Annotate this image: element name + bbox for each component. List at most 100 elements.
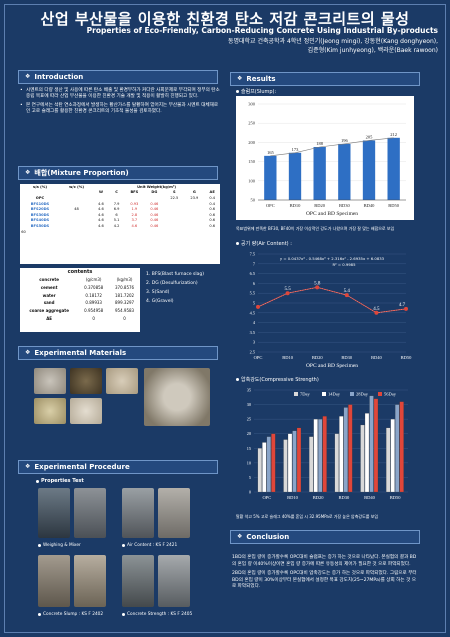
y-tick-label: 5.5 xyxy=(250,291,255,296)
legend-swatch xyxy=(378,392,382,396)
mix-cell: 0.46 xyxy=(150,218,159,223)
mix-cell: 1.9 xyxy=(131,207,138,212)
mix-cell: 0.6 xyxy=(209,212,216,217)
contents-title: contents xyxy=(67,268,93,275)
comp-bar xyxy=(373,398,379,493)
data-label: 205 xyxy=(366,134,374,139)
diamond-icon: ❖ xyxy=(25,349,31,356)
properties-test-label: Properties Test xyxy=(36,478,84,484)
procedure-heading-text: Experimental Procedure xyxy=(34,463,130,471)
bullet-icon xyxy=(122,613,125,616)
x-tick-label: BD50 xyxy=(388,203,400,208)
bullet-icon xyxy=(38,613,41,616)
mix-cell: 0.6 xyxy=(209,207,216,212)
y-tick-label: 30 xyxy=(247,402,251,407)
x-tick-label: BD40 xyxy=(364,203,376,208)
results-heading-text: Results xyxy=(246,75,276,83)
diamond-icon: ❖ xyxy=(25,169,31,176)
mix-wc-cell: 48 xyxy=(74,207,79,212)
y-tick-label: 7.5 xyxy=(250,252,255,257)
conclusion-paragraph-1: 1BD의 혼입 량이 증가할수록 OPC대비 슬럼프는 증가 하는 것으로 나타… xyxy=(232,555,417,567)
contents-row: coarse aggregate 0.954958 954.9583 xyxy=(20,307,140,315)
legend-swatch xyxy=(350,392,354,396)
procedure-photo-weighing xyxy=(38,488,70,538)
slump-bar xyxy=(362,140,376,200)
y-tick-label: 6.5 xyxy=(250,271,255,276)
mix-table-row: BFS30DS 4.6 6 2.8 0.46 0.6 xyxy=(20,212,220,218)
trend-line xyxy=(270,137,394,157)
slump-bar xyxy=(387,137,400,200)
data-label: 4.5 xyxy=(373,307,380,312)
comp-bar xyxy=(334,433,339,493)
mix-heading-text: 배합(Mixture Proportion) xyxy=(34,169,129,177)
slump-bar xyxy=(313,147,326,200)
contents-table-panel: contents concrete (g/cm3) (kg/m3) cement 0.3… xyxy=(20,268,140,332)
mix-heading: ❖ 배합(Mixture Proportion) xyxy=(18,166,218,180)
mix-col-header: C xyxy=(115,190,118,195)
procedure-photo-mixer xyxy=(74,488,106,538)
legend-notes: 1. BFS(Blast furnace slag) 2. DG (Desulfu… xyxy=(146,272,226,308)
y-tick-label: 2.5 xyxy=(250,350,255,355)
contents-row: cement 0.370858 370.8576 xyxy=(20,283,140,291)
y-tick-label: 35 xyxy=(247,388,251,393)
air-point xyxy=(315,285,320,290)
comp-note: 탈황 석고 5% 고로 슬래그 40%를 혼입 시 32.95MPa로 가장 높… xyxy=(236,514,379,519)
mix-col-header: AE xyxy=(209,190,215,195)
comp-bar xyxy=(395,404,400,493)
slump-bar xyxy=(288,152,302,200)
intro-paragraph-1: 시멘트의 다량 생산 및 사용에 따른 탄소 배출 및 환경부하가 커다란 사회… xyxy=(20,88,220,101)
contents-value: 0 xyxy=(123,315,126,321)
conclusion-paragraph-2: 2BD의 혼입 량이 증가할수록 OPC대비 압축강도는 증가 하는 것으로 파… xyxy=(232,571,417,590)
air-label-text: 공기 량(Air Content) : xyxy=(241,241,292,247)
mix-header-wc: w/c (%) xyxy=(69,184,84,189)
legend-note: 2. DG (Desulfurization) xyxy=(146,281,198,286)
procedure-photo-strength-1 xyxy=(122,555,154,607)
authors-line-1: 동명대학교 건축공학과 4학년 정민기(Jeong mingi), 강동현(Ka… xyxy=(227,38,438,45)
poster-title: 산업 부산물을 이용한 친환경 탄소 저감 콘크리트의 물성 xyxy=(40,10,410,28)
contents-value: 370.8576 xyxy=(115,284,135,290)
air-point xyxy=(256,304,260,309)
contents-value: 954.9583 xyxy=(115,308,135,314)
x-tick-label: BD30 xyxy=(338,495,350,500)
contents-name: coarse aggregate xyxy=(29,308,69,314)
mix-col-header: W xyxy=(98,190,103,195)
contents-name: water xyxy=(42,292,56,298)
y-tick-label: 5 xyxy=(249,475,251,480)
x-tick-label: BD20 xyxy=(314,203,326,208)
mix-cell: 4.6 xyxy=(131,223,138,228)
intro-text: 시멘트의 다량 생산 및 사용에 따른 탄소 배출 및 환경부하가 커다란 사회… xyxy=(20,88,220,160)
contents-name: AE xyxy=(46,315,53,321)
air-chart: 2.5 3 3.5 4 4.5 5 5.5 6 6.5 7 7.5 OPC 5.5 BD10 5.8 BD20… xyxy=(236,248,414,370)
slump-label-text: 슬럼프(Slump): xyxy=(241,89,277,95)
x-tick-label: BD10 xyxy=(287,495,299,500)
x-tick-label: BD50 xyxy=(401,355,413,360)
slump-label: 슬럼프(Slump): xyxy=(236,88,276,95)
caption-slump-text: Concrete Slump : KS F 2402 xyxy=(43,612,104,617)
mix-cell: 0.46 xyxy=(150,201,159,206)
conclusion-heading-text: Conclusion xyxy=(246,533,290,541)
mix-cell: 4.6 xyxy=(98,207,104,212)
y-tick-label: 4 xyxy=(253,320,256,325)
legend-note: 4. G(Gravel) xyxy=(146,299,174,304)
caption-weighing: Weighing & Mixer xyxy=(38,543,81,548)
contents-name: cement xyxy=(40,284,58,290)
comp-bar xyxy=(271,433,276,493)
mix-row-name: BFS20DS xyxy=(30,207,50,212)
diamond-icon: ❖ xyxy=(237,75,243,82)
x-tick-label: BD10 xyxy=(290,203,302,208)
procedure-photo-air-1 xyxy=(122,488,154,538)
x-tick-label: OPC xyxy=(262,495,271,500)
x-tick-label: OPC xyxy=(266,203,275,208)
intro-paragraph-2: 본 연구에서는 석탄 연소과정에서 발생하는 황산가스를 탈황하여 얻어지는 부… xyxy=(20,103,220,116)
mix-cell: 0.46 xyxy=(150,207,159,212)
comp-bar xyxy=(257,448,262,493)
procedure-heading: ❖ Experimental Procedure xyxy=(18,460,218,474)
legend-swatch xyxy=(294,392,298,396)
comp-chart: 0 5 10 15 20 25 30 35 7Day 14Day 28Day 56Day OPC BD10… xyxy=(236,384,414,506)
mix-table-row: BFS50DS 4.6 4.2 4.6 0.46 0.6 xyxy=(20,223,220,229)
mix-cell: 4.6 xyxy=(98,212,104,217)
mix-header-unit: Unit Weight(kg/m³) xyxy=(137,184,177,189)
contents-value: (kg/m3) xyxy=(116,276,133,282)
contents-row: sand 0.89933 899.3297 xyxy=(20,299,140,307)
caption-strength: Concrete Strength : KS F 2405 xyxy=(122,612,192,617)
